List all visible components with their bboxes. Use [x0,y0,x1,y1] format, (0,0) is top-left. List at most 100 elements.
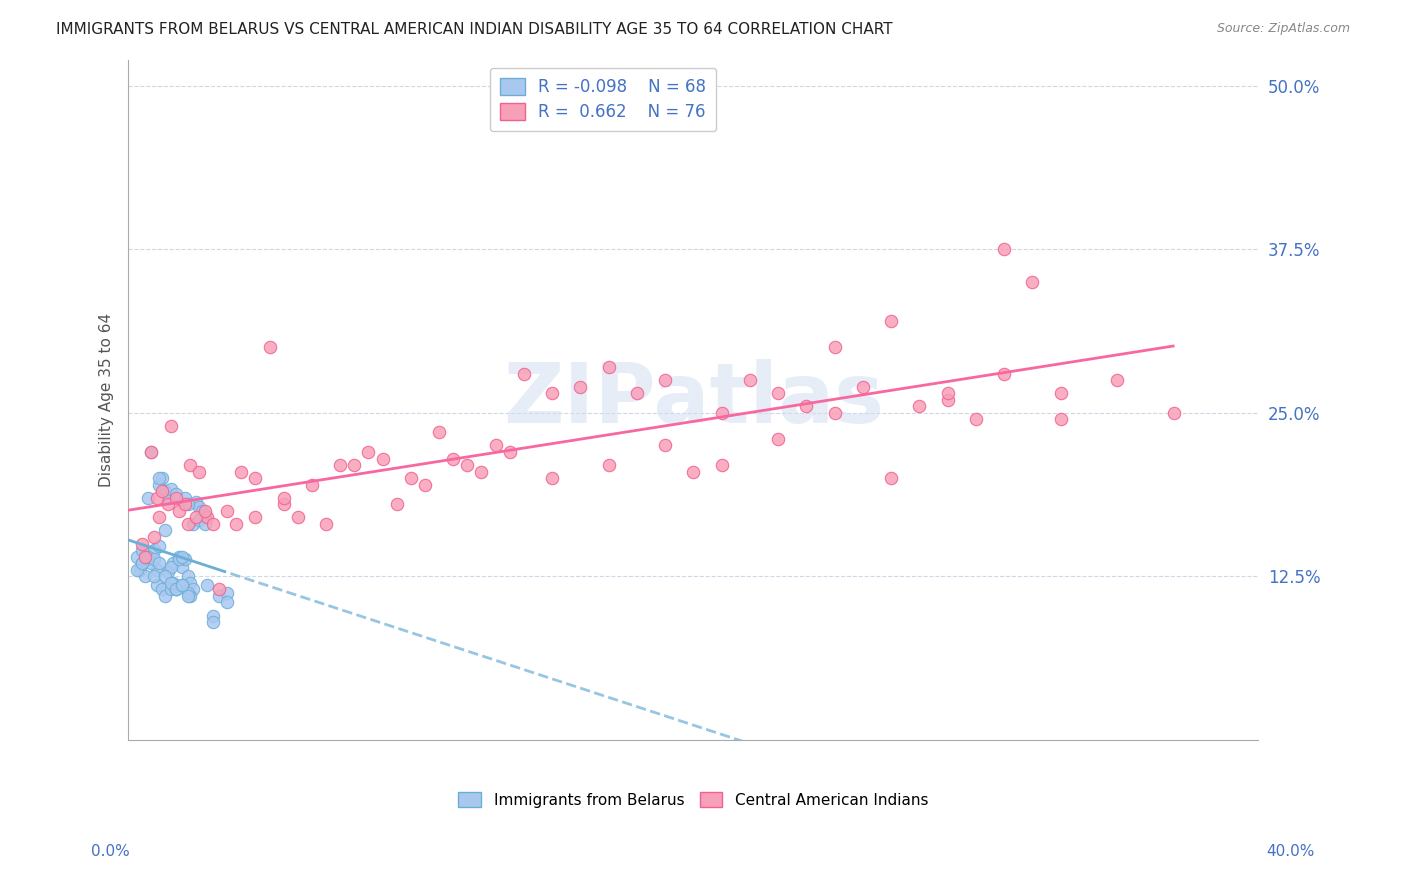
Point [148,471,170,485]
Point [179,575,201,590]
Point [193,504,215,518]
Point [301,477,323,491]
Point [217,586,239,600]
Point [134,569,156,583]
Point [208,582,231,597]
Point [139,445,162,459]
Point [371,451,394,466]
Point [852,379,875,393]
Point [136,552,159,566]
Point [824,406,846,420]
Point [710,458,733,472]
Point [1049,412,1071,426]
Point [131,536,153,550]
Point [167,552,190,566]
Point [541,471,564,485]
Point [181,582,204,597]
Point [208,589,231,603]
Point [1163,406,1185,420]
Point [225,516,247,531]
Point [1107,373,1129,387]
Point [880,314,903,328]
Point [148,477,170,491]
Point [176,589,198,603]
Point [1049,386,1071,401]
Point [148,556,170,570]
Text: Source: ZipAtlas.com: Source: ZipAtlas.com [1216,22,1350,36]
Point [626,386,648,401]
Point [569,379,592,393]
Point [190,504,212,518]
Point [231,465,253,479]
Point [541,386,564,401]
Point [176,586,198,600]
Point [936,392,959,407]
Point [148,539,170,553]
Point [156,566,179,580]
Point [181,516,204,531]
Point [315,516,337,531]
Point [131,543,153,558]
Point [156,491,179,505]
Point [165,487,187,501]
Point [193,516,215,531]
Point [794,399,817,413]
Point [993,242,1015,256]
Point [170,560,193,574]
Point [470,465,492,479]
Point [710,406,733,420]
Point [136,491,159,505]
Point [195,510,218,524]
Point [159,482,181,496]
Point [184,510,207,524]
Point [128,563,150,577]
Point [170,578,193,592]
Point [217,595,239,609]
Point [173,491,195,505]
Point [187,500,209,514]
Point [142,552,165,566]
Legend: Immigrants from Belarus, Central American Indians: Immigrants from Belarus, Central America… [453,786,934,814]
Point [287,510,309,524]
Point [184,494,207,508]
Point [142,543,165,558]
Point [159,418,181,433]
Point [167,504,190,518]
Point [131,556,153,570]
Point [654,438,676,452]
Point [165,582,187,597]
Point [766,432,789,446]
Point [145,578,167,592]
Point [427,425,450,440]
Point [201,615,224,629]
Point [195,578,218,592]
Point [125,563,148,577]
Point [965,412,987,426]
Point [245,510,267,524]
Y-axis label: Disability Age 35 to 64: Disability Age 35 to 64 [100,312,114,487]
Point [173,497,195,511]
Point [153,484,176,499]
Point [150,582,173,597]
Point [880,471,903,485]
Point [1021,275,1043,289]
Point [176,516,198,531]
Point [170,549,193,564]
Point [441,451,464,466]
Point [598,458,620,472]
Point [142,569,165,583]
Point [136,549,159,564]
Point [134,547,156,561]
Point [125,549,148,564]
Point [153,524,176,538]
Point [176,569,198,583]
Point [399,471,422,485]
Point [738,373,761,387]
Point [170,578,193,592]
Text: ZIPatlas: ZIPatlas [503,359,884,440]
Point [159,575,181,590]
Point [176,497,198,511]
Point [201,516,224,531]
Point [193,508,215,522]
Point [357,445,380,459]
